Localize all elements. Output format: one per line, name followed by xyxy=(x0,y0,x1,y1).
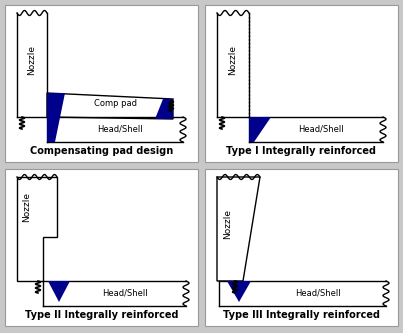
Bar xyxy=(205,169,398,326)
Text: Head/Shell: Head/Shell xyxy=(102,289,147,298)
Text: Nozzle: Nozzle xyxy=(224,209,233,239)
Text: Nozzle: Nozzle xyxy=(229,45,237,75)
Text: Comp pad: Comp pad xyxy=(93,99,137,108)
Polygon shape xyxy=(249,117,271,142)
Text: Nozzle: Nozzle xyxy=(27,45,37,75)
Bar xyxy=(17,13,47,117)
Text: Type I Integrally reinforced: Type I Integrally reinforced xyxy=(226,146,376,156)
Text: Type III Integrally reinforced: Type III Integrally reinforced xyxy=(223,310,380,320)
Polygon shape xyxy=(155,99,173,119)
Bar xyxy=(47,117,183,142)
Bar xyxy=(5,169,198,326)
Text: Head/Shell: Head/Shell xyxy=(298,125,344,134)
Bar xyxy=(219,281,386,306)
Text: Nozzle: Nozzle xyxy=(23,192,31,222)
Polygon shape xyxy=(47,93,173,119)
Text: Compensating pad design: Compensating pad design xyxy=(30,146,173,156)
Polygon shape xyxy=(47,93,65,142)
Bar xyxy=(249,117,383,142)
Polygon shape xyxy=(217,177,260,281)
Text: Head/Shell: Head/Shell xyxy=(97,125,143,134)
Bar xyxy=(43,281,186,306)
Polygon shape xyxy=(17,177,57,281)
Polygon shape xyxy=(227,281,251,302)
Text: Head/Shell: Head/Shell xyxy=(295,289,340,298)
Text: Type II Integrally reinforced: Type II Integrally reinforced xyxy=(25,310,178,320)
Bar xyxy=(5,5,198,162)
Bar xyxy=(217,13,249,117)
Bar xyxy=(205,5,398,162)
Polygon shape xyxy=(48,281,70,302)
